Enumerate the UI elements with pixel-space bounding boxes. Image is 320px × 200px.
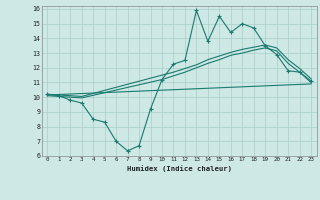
X-axis label: Humidex (Indice chaleur): Humidex (Indice chaleur) bbox=[127, 165, 232, 172]
